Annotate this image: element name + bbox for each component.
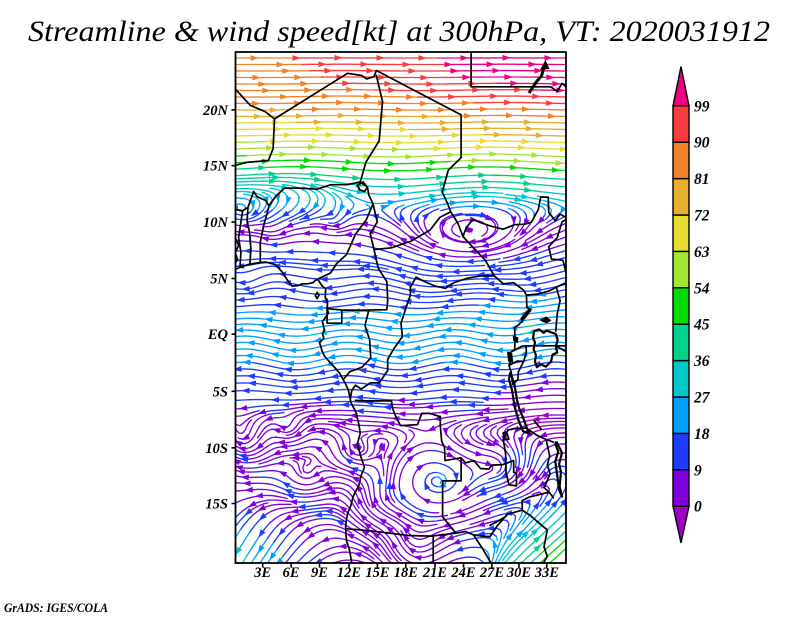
svg-text:15N: 15N bbox=[203, 159, 229, 175]
svg-text:5N: 5N bbox=[210, 272, 228, 288]
svg-text:18E: 18E bbox=[394, 565, 419, 581]
svg-text:36: 36 bbox=[693, 353, 710, 370]
svg-text:15S: 15S bbox=[205, 497, 228, 513]
svg-text:90: 90 bbox=[694, 135, 710, 152]
svg-text:54: 54 bbox=[694, 280, 710, 297]
svg-text:6E: 6E bbox=[283, 565, 300, 581]
svg-text:GrADS: IGES/COLA: GrADS: IGES/COLA bbox=[4, 600, 108, 615]
svg-text:27: 27 bbox=[693, 390, 711, 407]
svg-text:18: 18 bbox=[694, 426, 710, 443]
svg-text:63: 63 bbox=[694, 244, 710, 261]
svg-text:72: 72 bbox=[694, 208, 710, 225]
svg-text:27E: 27E bbox=[479, 565, 505, 581]
svg-text:EQ: EQ bbox=[207, 327, 229, 343]
svg-text:20N: 20N bbox=[202, 103, 229, 119]
svg-text:9: 9 bbox=[694, 462, 702, 479]
svg-text:3E: 3E bbox=[253, 565, 271, 581]
svg-text:10N: 10N bbox=[203, 215, 229, 231]
svg-text:12E: 12E bbox=[337, 565, 362, 581]
svg-text:5S: 5S bbox=[213, 384, 228, 400]
svg-text:21E: 21E bbox=[422, 565, 448, 581]
svg-text:0: 0 bbox=[694, 499, 702, 516]
svg-text:99: 99 bbox=[694, 98, 710, 115]
svg-text:30E: 30E bbox=[506, 565, 532, 581]
svg-text:10S: 10S bbox=[205, 441, 228, 457]
svg-text:81: 81 bbox=[694, 171, 710, 188]
svg-text:15E: 15E bbox=[365, 565, 390, 581]
svg-text:24E: 24E bbox=[450, 565, 476, 581]
svg-text:Streamline & wind speed[kt] at: Streamline & wind speed[kt] at 300hPa, V… bbox=[28, 15, 770, 48]
svg-text:45: 45 bbox=[693, 317, 710, 334]
svg-text:9E: 9E bbox=[311, 565, 328, 581]
svg-text:33E: 33E bbox=[534, 565, 560, 581]
